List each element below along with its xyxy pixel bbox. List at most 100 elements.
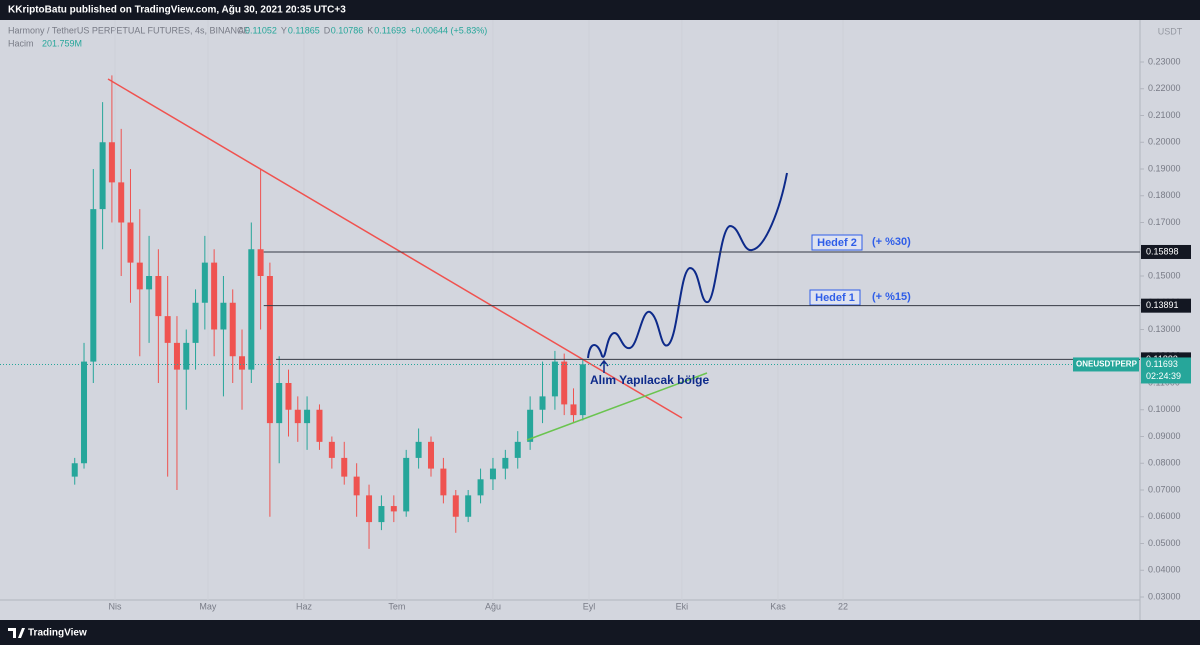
ohlc-value: 0.11693 (374, 25, 406, 35)
candle-body (173, 342, 180, 370)
last-price-tag (1141, 357, 1191, 384)
footer-bar (0, 620, 1200, 645)
symbol-tag (1073, 357, 1139, 372)
candle-body (276, 383, 283, 424)
price-tag-label: 0.13891 (1146, 300, 1179, 310)
candle-body (579, 364, 586, 416)
candle-body (353, 476, 360, 496)
candle-body (561, 361, 568, 405)
brand-name: TradingView (28, 628, 87, 639)
resistance-trendline (107, 78, 683, 419)
candle-body (211, 262, 218, 330)
candle-body (328, 441, 335, 458)
volume-label: Hacim (8, 38, 34, 48)
candle-body (257, 249, 264, 276)
y-tick-label: 0.07000 (1148, 484, 1181, 494)
x-tick-label: Nis (109, 601, 122, 611)
candle-body (440, 468, 447, 496)
x-tick-label: Kas (770, 601, 786, 611)
target-pct: (+ %15) (872, 291, 911, 303)
y-tick-label: 0.19000 (1148, 163, 1181, 173)
y-tick-label: 0.13000 (1148, 324, 1181, 334)
target-box (809, 289, 861, 306)
candle-body (294, 409, 301, 424)
volume-value: 201.759M (42, 38, 82, 48)
candle-body (220, 302, 227, 330)
y-tick-label: 0.18000 (1148, 190, 1181, 200)
candle-body (489, 468, 496, 480)
x-tick-label: 22 (838, 601, 848, 611)
candle-body (514, 441, 521, 458)
symbol-tag-label: ONEUSDTPERP (1076, 360, 1138, 369)
ohlc-value: 0.11052 (245, 25, 277, 35)
change-value: +0.00644 (+5.83%) (410, 25, 487, 35)
y-tick-label: 0.03000 (1148, 591, 1181, 601)
y-tick-label: 0.23000 (1148, 56, 1181, 66)
brand-logo (8, 628, 25, 638)
candle-body (146, 276, 153, 290)
y-tick-label: 0.09000 (1148, 431, 1181, 441)
candle-body (551, 361, 558, 397)
candle-body (539, 396, 546, 410)
candle-body (81, 361, 88, 464)
ohlc-value: 0.11865 (288, 25, 320, 35)
candle-body (155, 276, 162, 317)
header-title: KKriptoBatu published on TradingView.com… (8, 5, 346, 16)
candle-body (366, 495, 373, 523)
candle-body (403, 457, 410, 512)
chart-pane (0, 20, 1140, 620)
candle-body (378, 506, 385, 523)
x-tick-label: May (199, 601, 217, 611)
countdown-label: 02:24:39 (1146, 371, 1181, 381)
ohlc-key: D (324, 25, 331, 35)
candle-body (192, 302, 199, 343)
candle-body (341, 457, 348, 477)
y-tick-label: 0.17000 (1148, 217, 1181, 227)
candle-body (266, 276, 273, 424)
legend-symbol: Harmony / TetherUS PERPETUAL FUTURES, 4s… (8, 25, 250, 35)
candle-body (502, 457, 509, 469)
ohlc-key: A (238, 25, 244, 35)
candle-body (477, 479, 484, 496)
x-tick-label: Eyl (583, 601, 596, 611)
x-tick-label: Eki (676, 601, 689, 611)
target-box (811, 234, 863, 251)
y-tick-label: 0.06000 (1148, 511, 1181, 521)
candle-body (452, 495, 459, 517)
y-tick-label: 0.10000 (1148, 404, 1181, 414)
target-label: Hedef 2 (817, 237, 857, 249)
candle-body (127, 222, 134, 263)
candle-body (239, 356, 246, 370)
x-tick-label: Ağu (485, 601, 501, 611)
candle-body (465, 495, 472, 517)
candle-body (99, 142, 106, 210)
candle-body (164, 316, 171, 343)
last-price-label: 0.11693 (1146, 359, 1178, 369)
y-tick-label: 0.15000 (1148, 270, 1181, 280)
candle-body (316, 409, 323, 442)
ohlc-value: 0.10786 (331, 25, 364, 35)
target-label: Hedef 1 (815, 292, 855, 304)
price-tag-label: 0.15898 (1146, 246, 1179, 256)
candle-body (390, 506, 397, 512)
header-bar (0, 0, 1200, 20)
candle-body (427, 441, 434, 469)
x-tick-label: Tem (388, 601, 405, 611)
projection-curve (587, 172, 788, 359)
candle-body (229, 302, 236, 357)
candle-body (108, 142, 115, 183)
candle-body (201, 262, 208, 303)
y-tick-label: 0.04000 (1148, 565, 1181, 575)
ohlc-key: K (367, 25, 373, 35)
candle-body (118, 182, 125, 223)
candle-body (183, 342, 190, 370)
ohlc-key: Y (281, 25, 287, 35)
y-tick-label: 0.08000 (1148, 458, 1181, 468)
y-tick-label: 0.20000 (1148, 137, 1181, 147)
y-tick-label: 0.21000 (1148, 110, 1181, 120)
y-tick-label: 0.05000 (1148, 538, 1181, 548)
candle-body (248, 249, 255, 370)
price-tag (1141, 244, 1191, 259)
